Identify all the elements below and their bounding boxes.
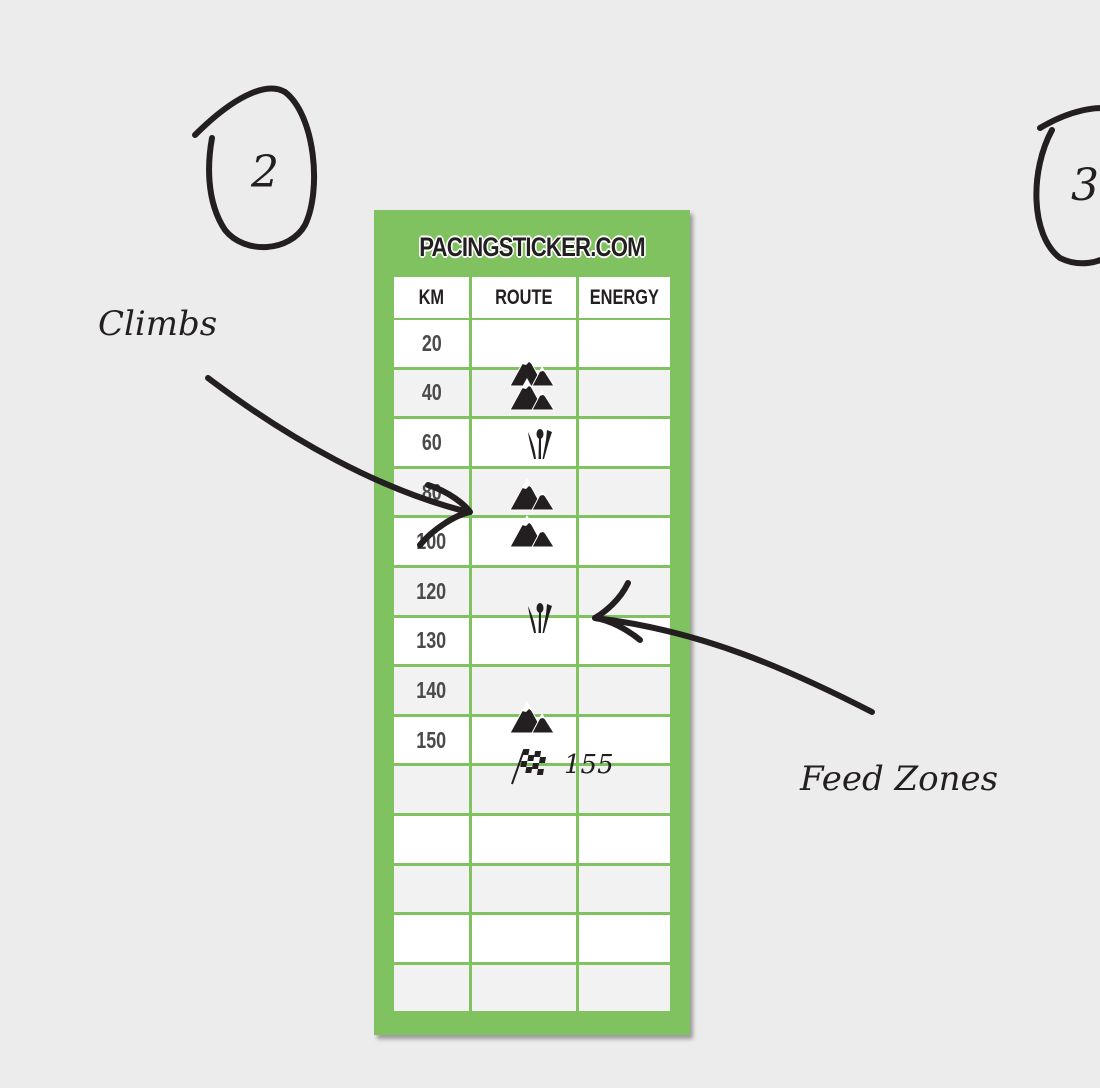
energy-cell [579,369,670,417]
energy-cell [579,865,670,913]
km-cell [394,915,469,962]
km-cell: 60 [394,419,469,466]
km-cell [394,865,469,913]
energy-cell [579,419,670,466]
climbs-arrow [205,375,471,515]
feed-zones-arrow [592,615,875,715]
header-label: ROUTE [495,285,553,309]
brand-title: PACINGSTICKER.COM [419,232,645,262]
energy-cell [579,915,670,962]
route-cell [472,766,576,813]
route-cell [472,419,576,466]
header-route: ROUTE [472,277,576,318]
route-cell [472,865,576,913]
km-value: 120 [416,577,447,604]
energy-cell [579,667,670,714]
climbs-arrowhead [417,482,473,548]
km-cell: 40 [394,369,469,417]
finish-flag-icon [510,746,554,790]
km-cell: 150 [394,716,469,764]
route-cell [472,667,576,714]
step-2-circle [192,85,318,251]
finish-distance-label: 155 [564,750,614,781]
step-2-number: 2 [250,147,279,198]
energy-cell [579,518,670,565]
energy-cell [579,964,670,1012]
mountain-icon [508,700,556,738]
energy-cell [579,320,670,367]
header-energy: ENERGY [579,277,670,318]
mountain-icon [508,477,556,515]
feed-zones-arrowhead [592,580,643,643]
km-cell: 130 [394,617,469,665]
step-3-circle [1033,105,1100,267]
mountain-icon [508,377,556,415]
route-cell [472,617,576,665]
km-cell [394,964,469,1012]
header-label: KM [418,285,445,309]
km-cell [394,766,469,813]
km-value: 60 [421,428,442,455]
climbs-label: Climbs [98,304,217,344]
energy-cell [579,766,670,813]
cutlery-icon [526,428,554,464]
pacing-sticker: PACINGSTICKER.COM KM ROUTE ENERGY 20 40 60 80 1… [374,210,690,1035]
cutlery-icon [526,602,554,638]
km-cell [394,816,469,863]
energy-cell [579,816,670,863]
step-3-number: 3 [1071,160,1099,211]
route-cell [472,915,576,962]
km-value: 20 [421,329,442,356]
energy-cell [579,716,670,764]
header-km: KM [394,277,469,318]
route-cell [472,568,576,615]
km-cell: 140 [394,667,469,714]
route-cell [472,964,576,1012]
mountain-icon [508,353,556,391]
km-cell: 120 [394,568,469,615]
route-cell [472,816,576,863]
km-value: 40 [421,379,442,406]
energy-cell [579,468,670,516]
km-cell: 100 [394,518,469,565]
km-value: 140 [416,676,447,703]
feed-zones-label: Feed Zones [799,759,998,799]
km-cell: 20 [394,320,469,367]
header-label: ENERGY [589,285,660,309]
km-value: 130 [416,627,447,654]
mountain-icon [508,514,556,552]
km-value: 150 [416,726,447,753]
route-cell [472,320,576,367]
